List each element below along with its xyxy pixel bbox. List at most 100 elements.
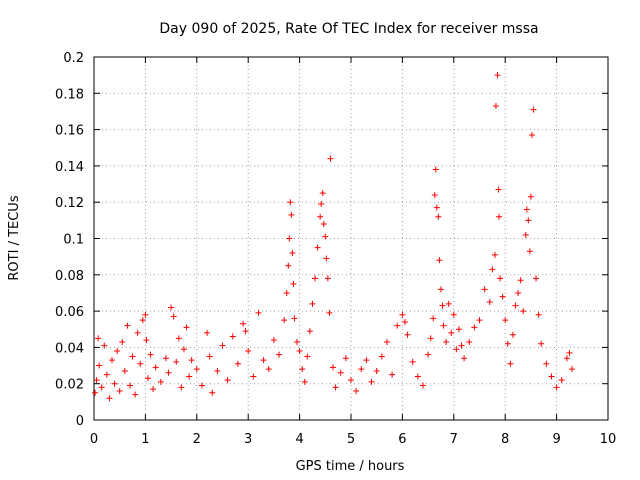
data-point — [494, 72, 501, 79]
data-point — [242, 328, 249, 335]
data-point — [419, 382, 426, 389]
data-point — [522, 231, 529, 238]
data-point — [427, 335, 434, 342]
data-point — [320, 220, 327, 227]
data-point — [496, 213, 503, 220]
x-tick-label: 3 — [244, 432, 252, 447]
data-point — [186, 373, 193, 380]
data-point — [353, 387, 360, 394]
data-point — [466, 338, 473, 345]
data-point — [495, 186, 502, 193]
data-point — [535, 311, 542, 318]
data-point — [134, 329, 141, 336]
data-point — [527, 193, 534, 200]
data-point — [290, 280, 297, 287]
data-point — [520, 308, 527, 315]
x-tick-label: 2 — [193, 432, 201, 447]
data-point — [553, 384, 560, 391]
data-point — [348, 377, 354, 384]
scatter-points — [92, 72, 576, 402]
data-point — [219, 342, 226, 349]
data-point — [497, 275, 504, 282]
data-point — [404, 331, 411, 338]
data-point — [147, 351, 154, 358]
data-point — [132, 391, 139, 398]
data-point — [119, 338, 126, 345]
data-point — [378, 353, 385, 360]
data-point — [458, 342, 465, 349]
data-point — [436, 257, 443, 264]
data-point — [173, 358, 180, 365]
data-point — [183, 324, 190, 331]
data-point — [337, 369, 344, 376]
data-point — [92, 389, 99, 396]
data-point — [286, 235, 293, 242]
x-tick-label: 8 — [501, 432, 509, 447]
data-point — [299, 366, 306, 373]
y-tick-label: 0.14 — [55, 160, 84, 175]
data-point — [440, 322, 447, 329]
data-point — [319, 190, 326, 197]
data-point — [558, 377, 565, 384]
data-point — [394, 322, 401, 329]
data-point — [129, 353, 136, 360]
y-tick-label: 0.1 — [63, 233, 84, 248]
data-point — [368, 378, 375, 385]
data-point — [250, 373, 257, 380]
data-point — [358, 366, 365, 373]
x-tick-label: 0 — [90, 432, 98, 447]
data-point — [150, 386, 157, 393]
data-point — [324, 275, 331, 282]
data-point — [294, 338, 301, 345]
data-point — [502, 317, 509, 324]
data-point — [448, 329, 455, 336]
data-point — [566, 349, 573, 356]
data-point — [435, 213, 442, 220]
data-point — [288, 211, 295, 218]
data-point — [445, 300, 452, 307]
grid-lines — [94, 57, 608, 420]
y-tick-label: 0.16 — [55, 124, 84, 139]
data-point — [455, 326, 462, 333]
data-point — [481, 286, 488, 293]
data-point — [507, 360, 514, 367]
data-point — [204, 329, 211, 336]
data-point — [526, 248, 533, 255]
data-point — [224, 377, 231, 384]
y-axis-ticks: 0 0.02 0.04 0.06 0.08 0.1 0.12 0.14 0.16 0.18 0.2 — [55, 51, 608, 429]
data-point — [287, 199, 294, 206]
data-point — [373, 367, 380, 374]
data-point — [399, 311, 406, 318]
data-point — [528, 132, 535, 139]
data-point — [162, 355, 169, 362]
y-tick-label: 0.18 — [55, 87, 84, 102]
data-point — [314, 244, 321, 251]
data-point — [143, 337, 150, 344]
data-point — [389, 371, 396, 378]
data-point — [175, 335, 182, 342]
data-point — [111, 380, 118, 387]
data-point — [193, 366, 200, 373]
y-tick-label: 0.12 — [55, 196, 84, 211]
x-tick-label: 1 — [141, 432, 149, 447]
data-point — [512, 302, 519, 309]
data-point — [431, 191, 438, 198]
data-point — [563, 355, 570, 362]
data-point — [425, 351, 432, 358]
data-point — [433, 204, 440, 211]
data-point — [543, 360, 550, 367]
data-point — [168, 304, 175, 311]
data-point — [499, 293, 506, 300]
data-point — [409, 358, 416, 365]
data-point — [240, 320, 247, 327]
data-point — [312, 275, 319, 282]
data-point — [106, 395, 113, 402]
chart-title: Day 090 of 2025, Rate Of TEC Index for r… — [159, 21, 538, 37]
data-point — [198, 382, 205, 389]
data-point — [93, 377, 100, 384]
y-tick-label: 0.06 — [55, 305, 84, 320]
data-point — [95, 335, 102, 342]
data-point — [523, 206, 530, 213]
data-point — [533, 275, 540, 282]
